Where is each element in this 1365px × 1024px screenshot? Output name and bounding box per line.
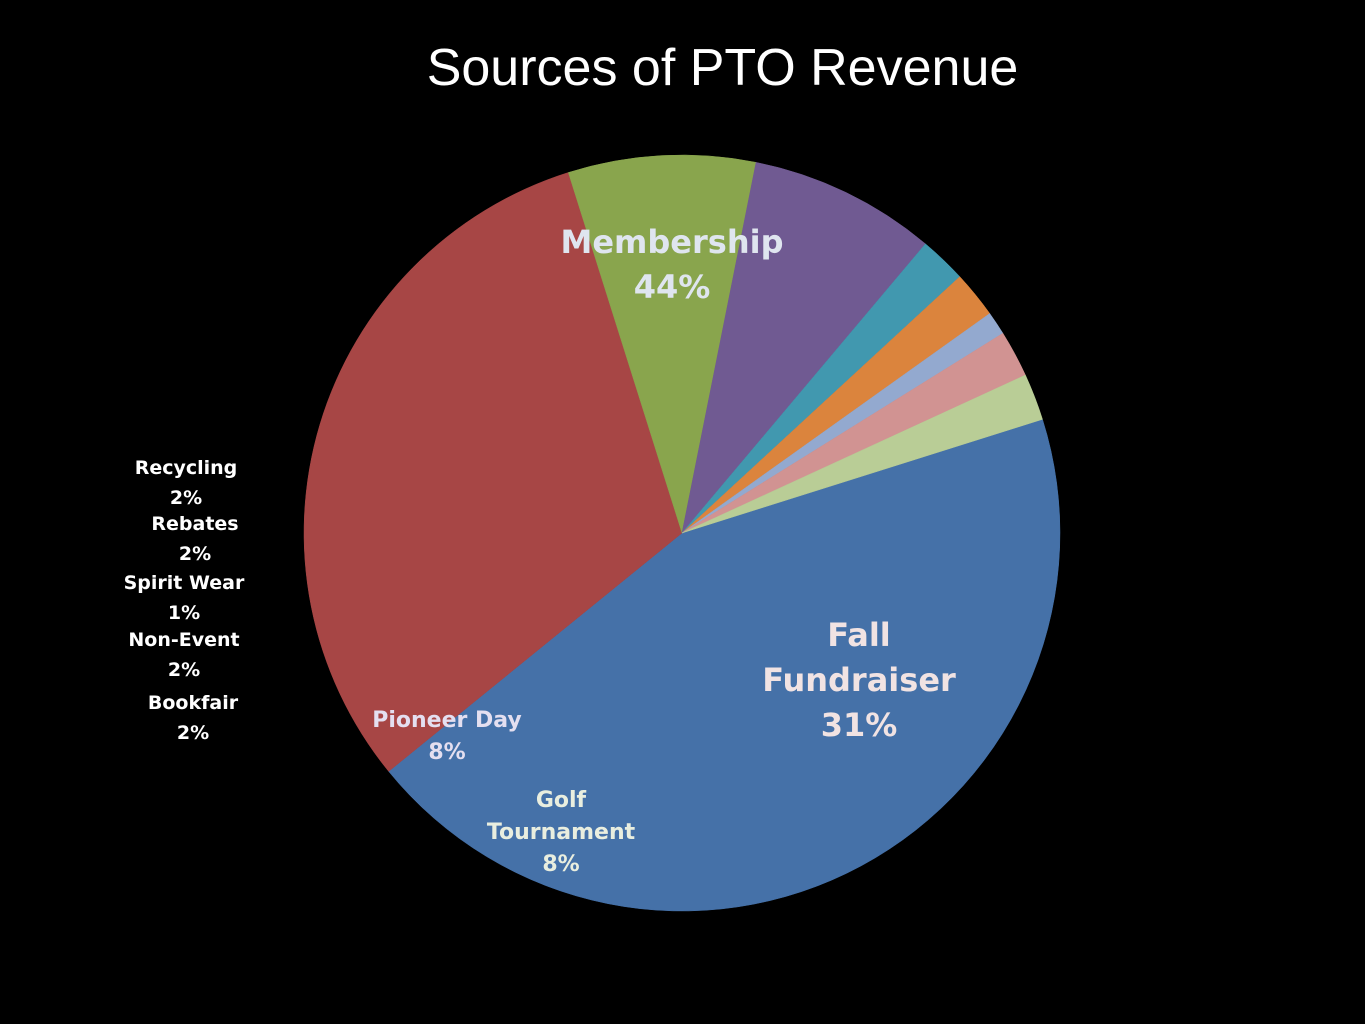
data-label-membership: Membership 44% [561, 223, 784, 306]
category-label: Golf [536, 788, 587, 813]
percent-label: 2% [177, 722, 209, 744]
percent-label: 44% [634, 268, 711, 306]
percent-label: 8% [542, 852, 579, 877]
category-label: Pioneer Day [372, 708, 522, 733]
chart-title: Sources of PTO Revenue [426, 39, 1019, 97]
slice-membership [388, 419, 1061, 912]
category-label: Rebates [151, 513, 238, 535]
category-label: Recycling [135, 457, 238, 479]
percent-label: 2% [170, 487, 202, 509]
data-label-pioneer-day: Pioneer Day 8% [372, 708, 522, 765]
pie-slices [303, 154, 1061, 912]
category-label: Fall [827, 616, 891, 654]
data-label-fall-fundraiser: Fall Fundraiser 31% [762, 616, 956, 744]
category-label: Membership [561, 223, 784, 261]
slice-fall-fundraiser [303, 172, 683, 772]
percent-label: 2% [168, 659, 200, 681]
data-label-non-event: Non-Event 2% [128, 629, 239, 681]
percent-label: 1% [168, 602, 200, 624]
category-label: Bookfair [148, 692, 239, 714]
data-label-golf-tournament: Golf Tournament 8% [487, 788, 636, 877]
data-label-recycling: Recycling 2% [135, 457, 238, 509]
data-label-bookfair: Bookfair 2% [148, 692, 239, 744]
category-label: Non-Event [128, 629, 239, 651]
data-label-rebates: Rebates 2% [151, 513, 238, 565]
percent-label: 31% [821, 706, 898, 744]
category-label: Fundraiser [762, 661, 956, 699]
pie-labels: Membership 44% Fall Fundraiser 31% Golf Tourna… [124, 223, 956, 877]
category-label: Spirit Wear [124, 572, 245, 594]
slice-golf-tournament [568, 154, 757, 534]
slice-recycling [681, 374, 1043, 534]
data-label-spirit-wear: Spirit Wear 1% [124, 572, 245, 624]
percent-label: 8% [428, 740, 465, 765]
category-label: Tournament [487, 820, 636, 845]
slice-pioneer-day [681, 162, 926, 534]
percent-label: 2% [179, 543, 211, 565]
